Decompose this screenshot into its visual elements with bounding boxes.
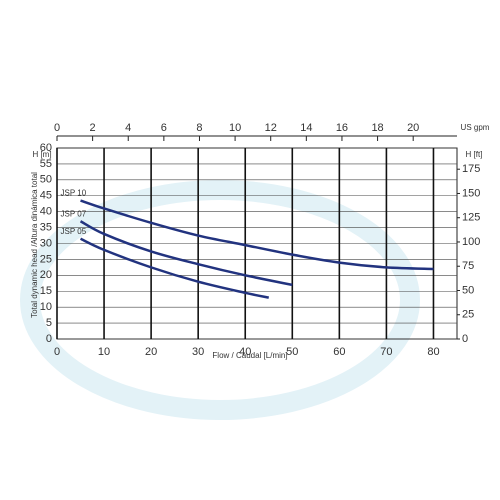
x-tick-label: 50	[286, 346, 298, 358]
y-tick-label: 10	[40, 301, 52, 313]
y-tick-label: 50	[40, 174, 52, 186]
x-tick-label: 60	[333, 346, 345, 358]
series-label: JSP 07	[61, 209, 87, 218]
series-label: JSP 05	[61, 227, 87, 236]
x-tick-label: 20	[145, 346, 157, 358]
y-tick-label: 45	[40, 190, 52, 202]
x-tick-label: 10	[98, 346, 110, 358]
y2-tick-label: 150	[462, 187, 480, 199]
y-tick-label: 60	[40, 142, 52, 154]
x2-unit: US gpm	[461, 123, 490, 132]
y-tick-label: 55	[40, 158, 52, 170]
x2-tick-label: 12	[265, 122, 277, 134]
x2-tick-label: 4	[125, 122, 131, 134]
x2-tick-label: 6	[161, 122, 167, 134]
series-label: JSP 10	[61, 189, 87, 198]
background-swirl	[20, 180, 420, 420]
y2-tick-label: 75	[462, 260, 474, 272]
x2-tick-label: 18	[371, 122, 383, 134]
pump-curve	[79, 237, 270, 299]
y-tick-label: 15	[40, 285, 52, 297]
x-tick-label: 0	[54, 346, 60, 358]
pump-curve	[79, 220, 293, 287]
y2-tick-label: 25	[462, 309, 474, 321]
y-unit: H [m]	[32, 150, 51, 159]
x2-tick-label: 10	[229, 122, 241, 134]
y2-tick-label: 175	[462, 163, 480, 175]
x-tick-label: 30	[192, 346, 204, 358]
x-tick-label: 40	[239, 346, 251, 358]
x2-tick-label: 14	[300, 122, 312, 134]
y2-unit: H [ft]	[466, 150, 483, 159]
pump-curve	[80, 199, 434, 271]
y2-tick-label: 50	[462, 284, 474, 296]
x-tick-label: 80	[427, 346, 439, 358]
y-tick-label: 35	[40, 221, 52, 233]
x2-tick-label: 0	[54, 122, 60, 134]
x-axis-label: Flow / Caudal [L/min]	[212, 351, 287, 360]
x2-tick-label: 2	[90, 122, 96, 134]
x2-tick-label: 8	[196, 122, 202, 134]
x-tick-label: 70	[380, 346, 392, 358]
y-tick-label: 0	[46, 333, 52, 345]
x2-tick-label: 16	[336, 122, 348, 134]
y-axis-label: Total dynamic head /Altura dinámica tota…	[30, 172, 39, 318]
y2-tick-label: 125	[462, 212, 480, 224]
y-tick-label: 40	[40, 206, 52, 218]
y2-tick-label: 0	[462, 333, 468, 345]
y2-tick-label: 100	[462, 236, 480, 248]
y-tick-label: 20	[40, 269, 52, 281]
y-tick-label: 5	[46, 317, 52, 329]
x2-tick-label: 20	[407, 122, 419, 134]
y-tick-label: 25	[40, 253, 52, 265]
y-tick-label: 30	[40, 237, 52, 249]
